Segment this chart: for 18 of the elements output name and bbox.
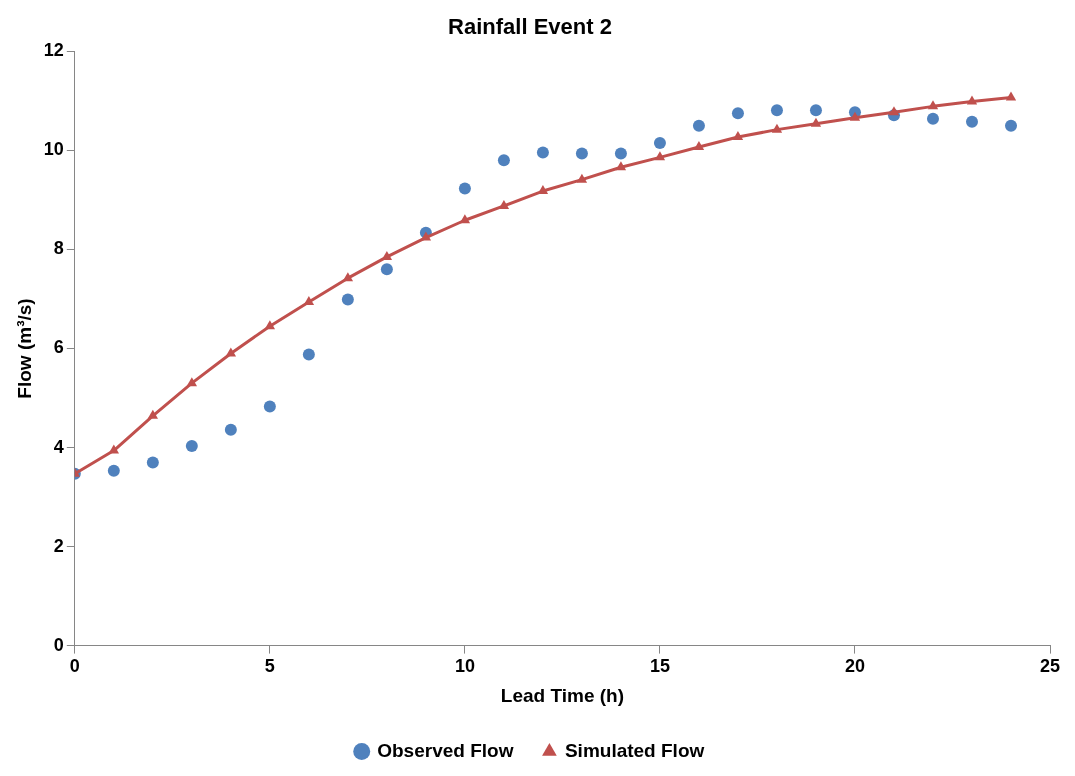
- legend-label: Observed Flow: [377, 739, 514, 761]
- x-tick-label: 5: [264, 656, 275, 677]
- y-tick-label: 4: [53, 436, 64, 457]
- x-tick-label: 20: [844, 656, 865, 677]
- chart-title: Rainfall Event 2: [448, 14, 612, 40]
- y-axis-title: Flow (m³/s): [13, 298, 35, 399]
- y-tick-label: 10: [43, 139, 64, 160]
- y-tick-label: 0: [53, 634, 64, 655]
- y-tick-label: 6: [53, 337, 64, 358]
- y-tick-label: 12: [43, 40, 64, 61]
- y-tick-label: 2: [53, 535, 64, 556]
- x-tick-label: 0: [69, 656, 80, 677]
- x-tick-label: 10: [454, 656, 475, 677]
- x-tick-label: 15: [649, 656, 670, 677]
- y-tick-label: 8: [53, 238, 64, 259]
- x-axis-title: Lead Time (h): [500, 684, 624, 706]
- x-tick-label: 25: [1039, 656, 1061, 677]
- legend-label: Simulated Flow: [564, 739, 705, 761]
